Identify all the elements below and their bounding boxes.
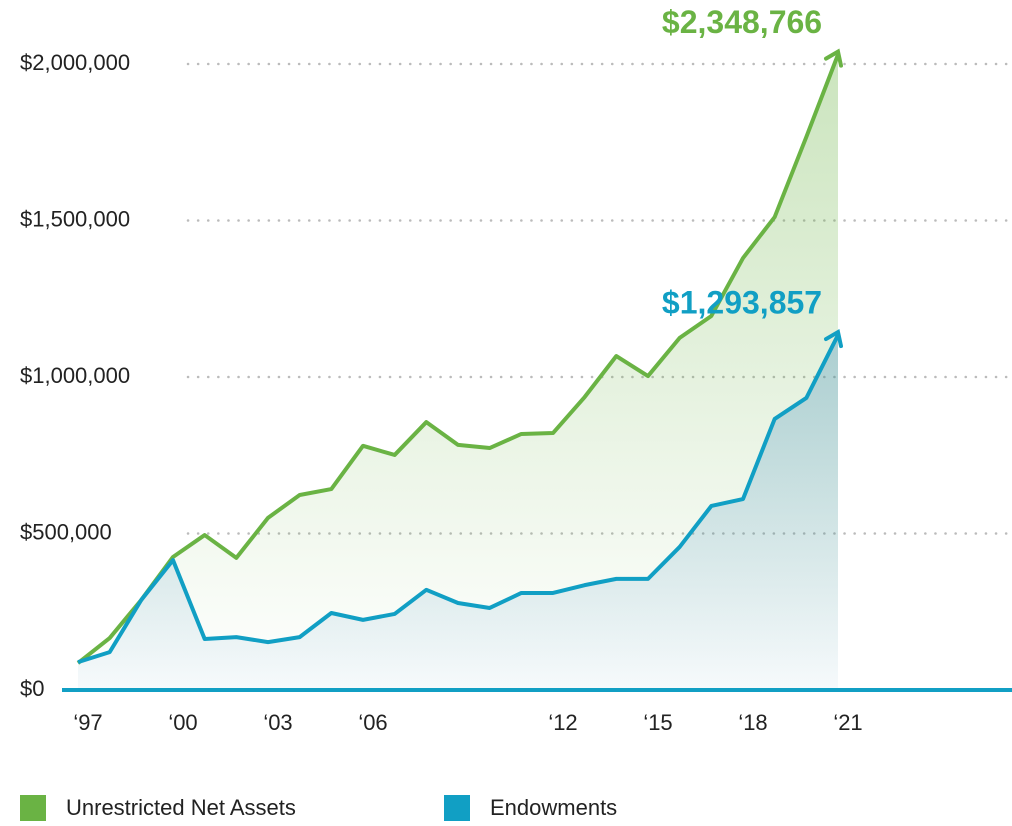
y-tick-label: $1,500,000 — [20, 206, 130, 231]
x-tick-label: ‘97 — [73, 710, 102, 735]
line — [76, 53, 840, 665]
area — [78, 335, 838, 690]
arrow-head — [824, 328, 843, 349]
x-tick-label: ‘21 — [833, 710, 862, 735]
legend-label: Endowments — [490, 795, 617, 820]
line — [77, 334, 840, 665]
annotation: $2,348,766 — [662, 4, 822, 40]
x-tick-label: ‘18 — [738, 710, 767, 735]
legend-swatch — [20, 795, 46, 821]
x-tick-label: ‘15 — [643, 710, 672, 735]
y-tick-label: $0 — [20, 676, 44, 701]
x-tick-label: ‘00 — [168, 710, 197, 735]
legend-swatch — [444, 795, 470, 821]
annotation: $1,293,857 — [662, 285, 822, 321]
x-tick-label: ‘06 — [358, 710, 387, 735]
area — [78, 54, 838, 691]
arrow-head — [824, 48, 843, 68]
y-tick-label: $1,000,000 — [20, 363, 130, 388]
legend-label: Unrestricted Net Assets — [66, 795, 296, 820]
y-tick-label: $2,000,000 — [20, 50, 130, 75]
x-tick-label: ‘12 — [548, 710, 577, 735]
x-tick-label: ‘03 — [263, 710, 292, 735]
y-tick-label: $500,000 — [20, 519, 112, 544]
